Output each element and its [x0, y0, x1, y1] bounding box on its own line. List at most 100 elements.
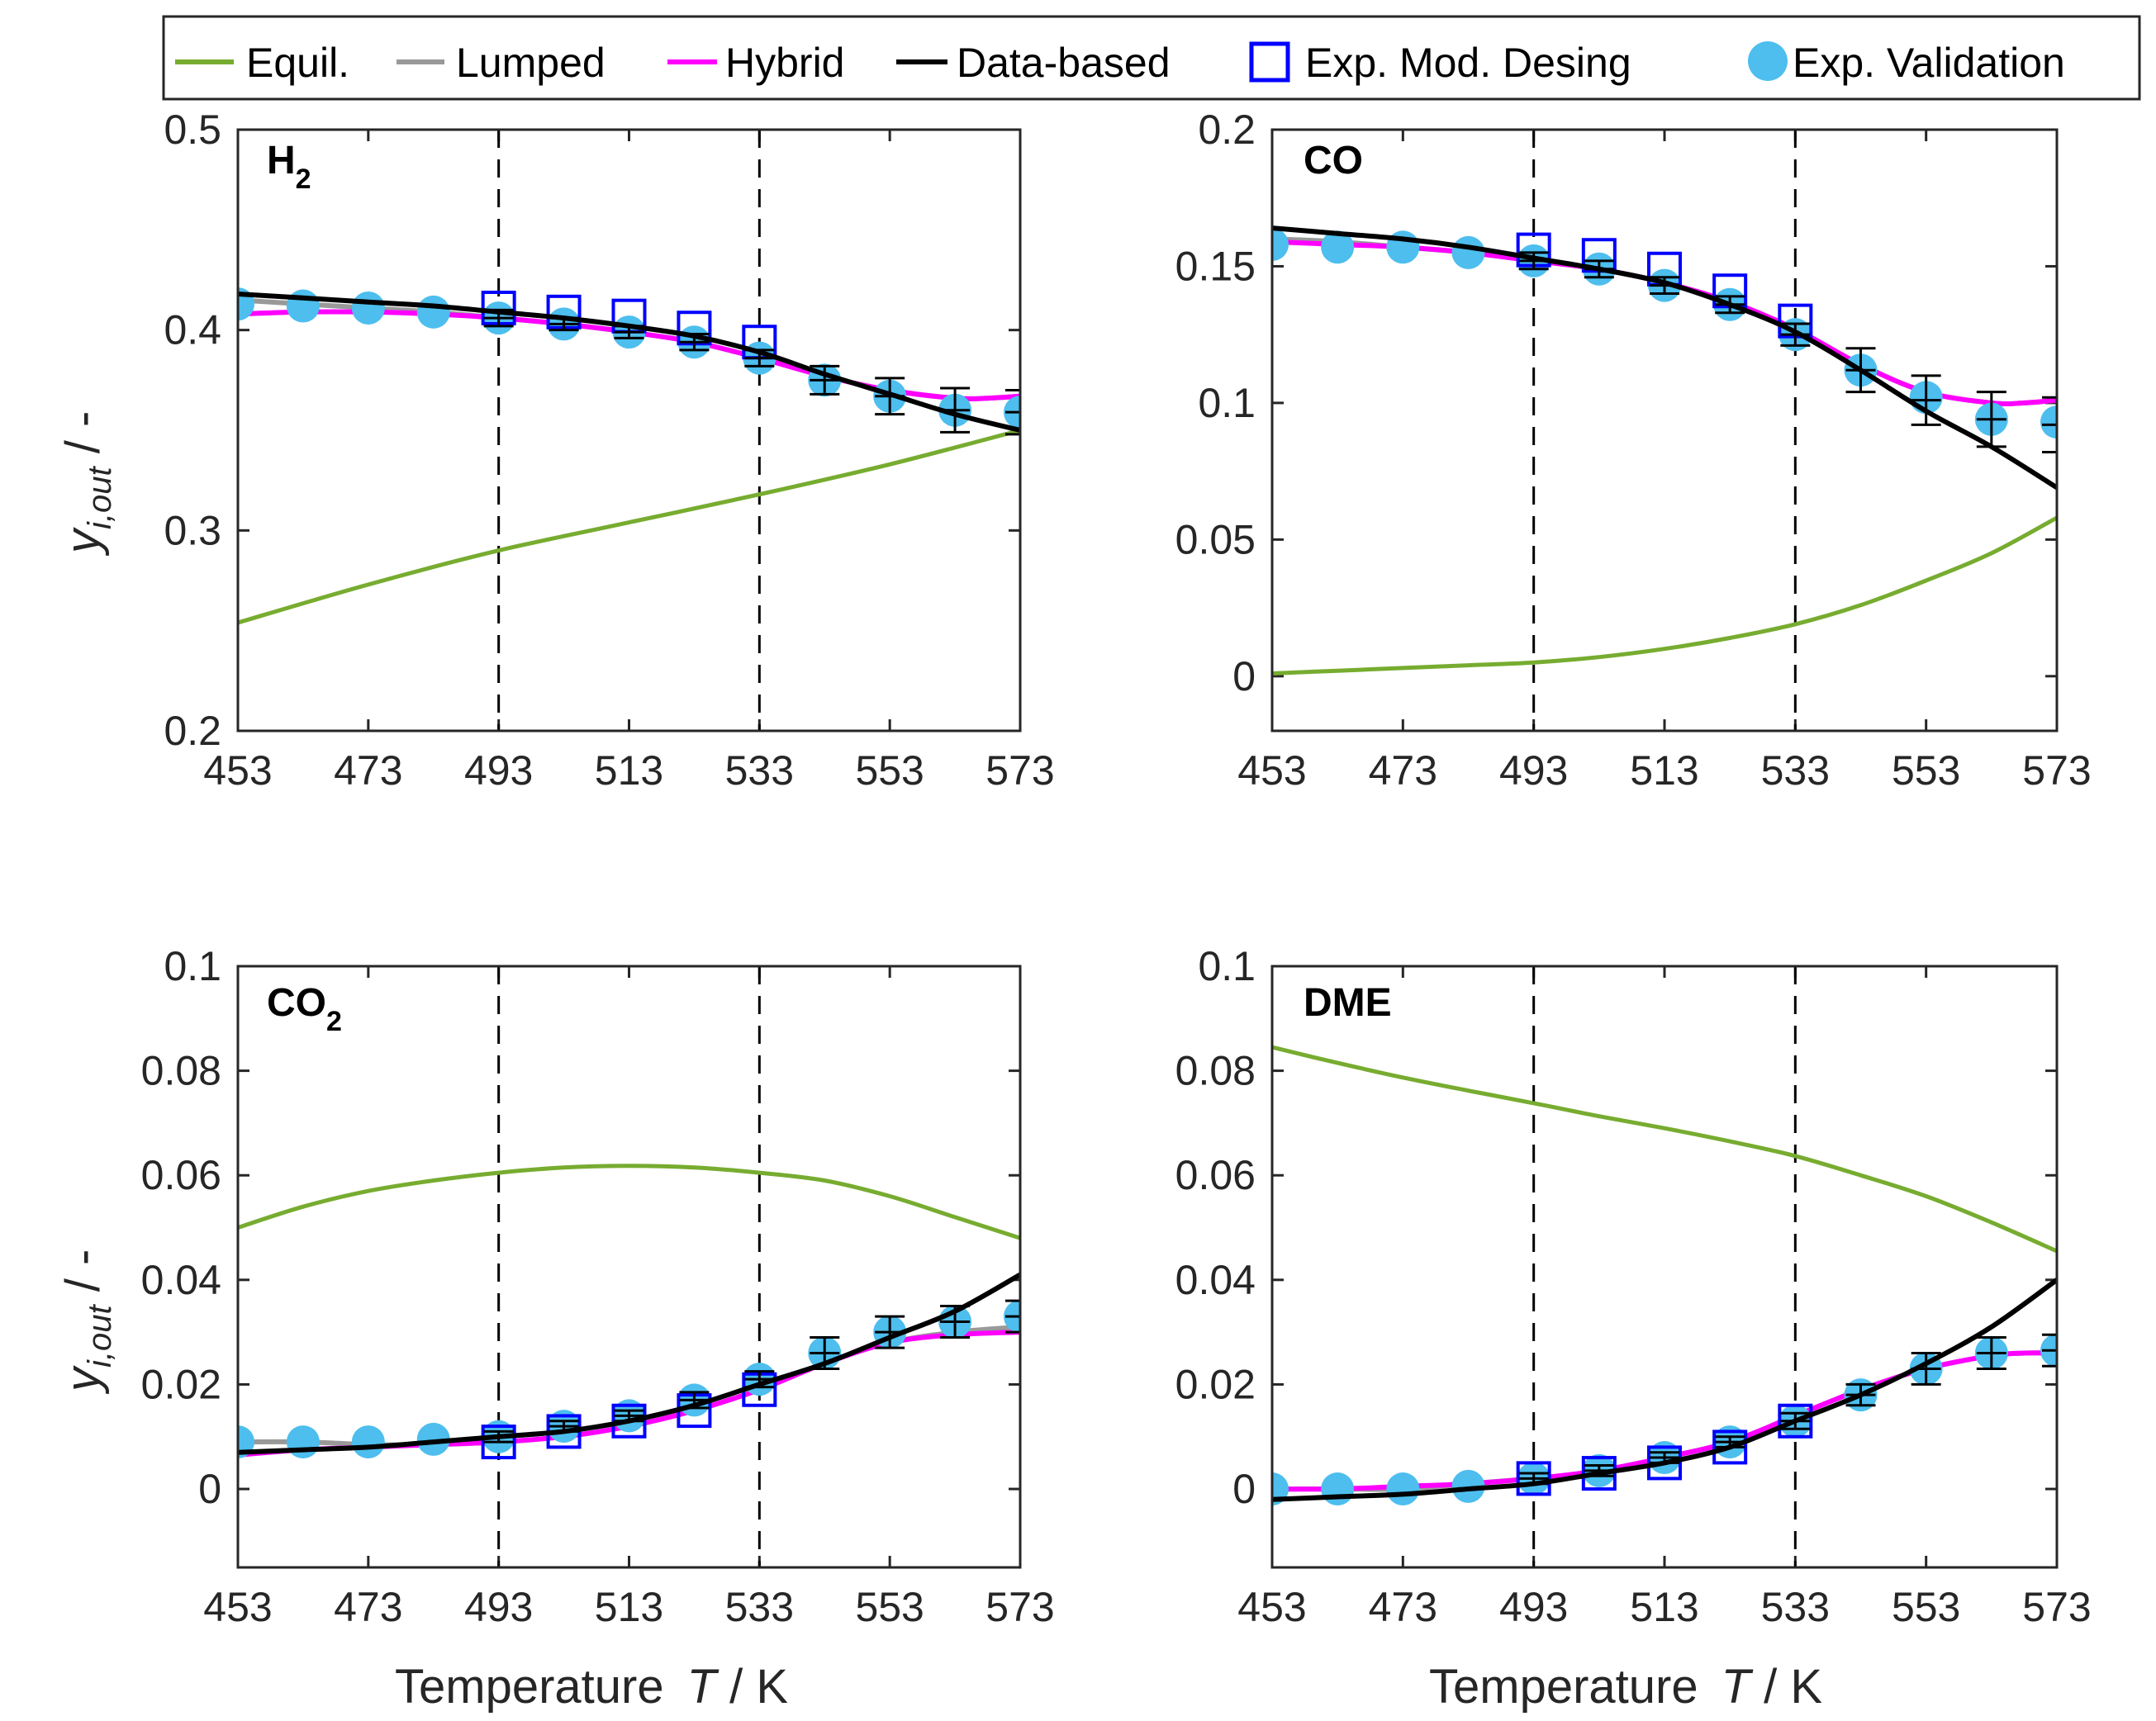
panel-h2: 453 473 493 513 533 553 573 0.2 0.3 0.4 0.5 — [164, 107, 1054, 794]
x-tick-label-co: 493 — [1499, 747, 1568, 794]
plot-content-co — [1272, 130, 2057, 731]
x-tick-label-co2: 493 — [464, 1584, 533, 1630]
panel-label-co2: CO2 — [267, 981, 342, 1037]
y-axis-title-top: yi,out / - — [56, 411, 118, 557]
exp-validation-point-h2 — [416, 295, 450, 329]
x-tick-label-h2: 473 — [334, 747, 402, 794]
plot-area-co — [1272, 130, 2057, 731]
legend: Equil. Lumped Hybrid Data-based Exp. Mod… — [162, 15, 2141, 101]
legend-marker-exp-validation — [1748, 41, 1788, 81]
y-tick-label-dme: 0.08 — [1175, 1048, 1256, 1094]
exp-validation-point-h2 — [351, 291, 385, 325]
exp-validation-point-co — [2040, 405, 2057, 439]
y-tick-label-co: 0.1 — [1198, 380, 1256, 426]
legend-label-equil: Equil. — [246, 40, 349, 86]
y-tick-label-h2: 0.5 — [164, 107, 221, 153]
y-tick-label-co2: 0.08 — [141, 1048, 221, 1094]
x-tick-label-h2: 453 — [203, 747, 272, 794]
y-tick-label-co2: 0.06 — [141, 1152, 221, 1198]
exp-validation-point-co — [1451, 235, 1485, 269]
legend-label-lumped: Lumped — [456, 40, 605, 86]
x-tick-label-co: 533 — [1761, 747, 1830, 794]
plot-content-co2 — [238, 966, 1020, 1567]
x-tick-label-h2: 573 — [985, 747, 1054, 794]
exp-design-point-co2 — [611, 1403, 647, 1439]
panel-co2: 453 473 493 513 533 553 573 0 0.02 0.04 0.06 0.08 0.… — [141, 943, 1055, 1630]
x-tick-label-h2: 533 — [725, 747, 794, 794]
y-tick-label-co2: 0 — [198, 1466, 221, 1512]
exp-validation-point-dme — [1386, 1472, 1420, 1506]
y-tick-label-co2: 0.1 — [164, 943, 221, 989]
panel-co: 453 473 493 513 533 553 573 0 0.05 0.1 0.15 0.2 — [1175, 107, 2092, 794]
exp-validation-point-co2 — [351, 1425, 385, 1459]
exp-validation-point-co — [1321, 230, 1355, 264]
y-tick-label-dme: 0.04 — [1175, 1257, 1256, 1303]
exp-validation-point-h2 — [286, 289, 320, 323]
x-tick-label-h2: 513 — [595, 747, 663, 794]
x-tick-label-co2: 573 — [985, 1584, 1054, 1630]
series-equil-line-co2 — [238, 1164, 1020, 1240]
series-equil-line-dme — [1272, 1045, 2057, 1254]
y-tick-label-h2: 0.2 — [164, 708, 221, 754]
axes-frame-dme — [1270, 965, 2059, 1569]
x-tick-label-dme: 473 — [1369, 1584, 1437, 1630]
legend-label-hybrid: Hybrid — [725, 40, 844, 86]
plot-content-h2 — [238, 130, 1020, 731]
x-tick-label-dme: 453 — [1237, 1584, 1306, 1630]
x-tick-label-co: 553 — [1892, 747, 1960, 794]
x-axis-title-left: Temperature T / K — [395, 1660, 788, 1714]
axes-frame-co2 — [236, 965, 1022, 1569]
x-tick-label-co: 473 — [1369, 747, 1437, 794]
panel-label-h2: H2 — [267, 139, 311, 195]
x-tick-label-dme: 493 — [1499, 1584, 1568, 1630]
legend-label-exp-design: Exp. Mod. Desing — [1305, 40, 1631, 86]
axes-frame-co — [1270, 128, 2059, 732]
svg-text:yi,out / -: yi,out / - — [56, 411, 118, 557]
y-tick-label-h2: 0.4 — [164, 307, 221, 353]
x-tick-label-co2: 513 — [595, 1584, 663, 1630]
y-tick-label-h2: 0.3 — [164, 507, 221, 553]
exp-validation-point-dme — [1321, 1472, 1355, 1506]
x-tick-label-co2: 533 — [725, 1584, 794, 1630]
exp-validation-point-dme — [1451, 1469, 1485, 1503]
y-tick-label-co: 0.05 — [1175, 516, 1256, 562]
y-tick-label-dme: 0 — [1232, 1466, 1256, 1512]
exp-design-point-dme — [1778, 1403, 1813, 1439]
exp-validation-point-co2 — [416, 1422, 450, 1456]
x-tick-label-co: 513 — [1630, 747, 1698, 794]
plot-area-h2 — [238, 130, 1020, 731]
x-tick-label-dme: 553 — [1892, 1584, 1960, 1630]
legend-label-exp-validation: Exp. Validation — [1793, 40, 2065, 86]
y-axis-title-bottom: yi,out / - — [56, 1249, 118, 1395]
y-tick-label-co: 0.15 — [1175, 243, 1256, 289]
exp-design-point-dme — [1647, 1445, 1682, 1481]
x-tick-label-dme: 573 — [2022, 1584, 2091, 1630]
y-tick-label-co2: 0.02 — [141, 1361, 221, 1407]
exp-design-point-co2 — [481, 1425, 516, 1460]
legend-box — [162, 15, 2141, 101]
plot-content-dme — [1272, 966, 2057, 1567]
svg-text:yi,out / -: yi,out / - — [56, 1249, 118, 1395]
x-tick-label-dme: 513 — [1630, 1584, 1698, 1630]
x-tick-label-co2: 473 — [334, 1584, 402, 1630]
y-tick-label-co: 0.2 — [1198, 107, 1256, 153]
exp-design-point-dme — [1712, 1429, 1748, 1465]
x-tick-label-co2: 453 — [203, 1584, 272, 1630]
exp-validation-point-co2 — [286, 1425, 320, 1459]
panel-dme: 453 473 493 513 533 553 573 0 0.02 0.04 0.06 0.08 0.… — [1175, 943, 2092, 1630]
exp-design-point-dme — [1516, 1461, 1551, 1496]
x-tick-label-h2: 493 — [464, 747, 533, 794]
legend-marker-exp-design — [1249, 41, 1290, 83]
axes-frame-h2 — [236, 128, 1022, 732]
y-tick-label-dme: 0.06 — [1175, 1152, 1256, 1198]
x-tick-label-co: 453 — [1237, 747, 1306, 794]
series-equil-line-h2 — [238, 428, 1020, 625]
series-equil-line-co — [1272, 515, 2057, 676]
legend-label-databased: Data-based — [957, 40, 1171, 86]
x-tick-label-dme: 533 — [1761, 1584, 1830, 1630]
panel-label-co: CO — [1304, 139, 1363, 183]
plot-area-co2 — [238, 966, 1020, 1567]
x-axis-title-right: Temperature T / K — [1429, 1660, 1822, 1714]
x-tick-label-co2: 553 — [855, 1584, 924, 1630]
